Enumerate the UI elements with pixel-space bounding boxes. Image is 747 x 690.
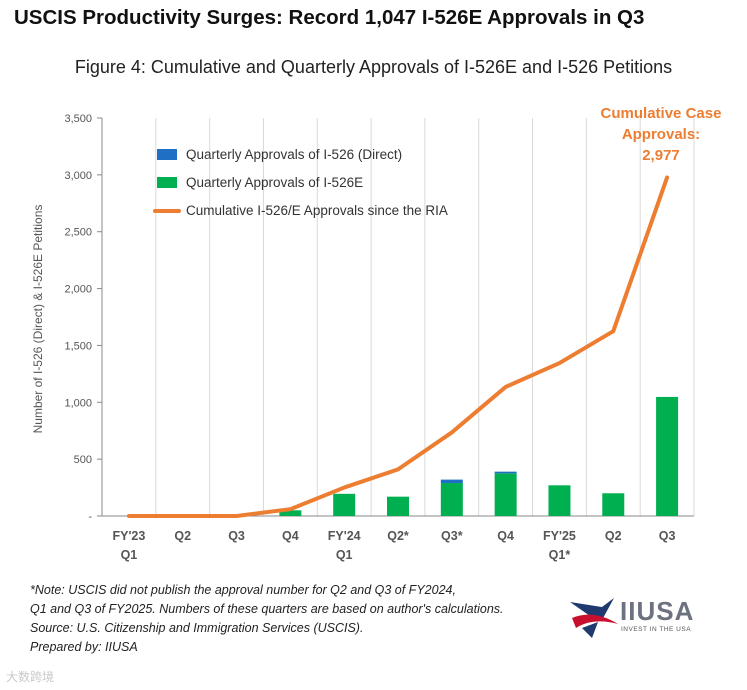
cumulative-annotation-line: Cumulative Case xyxy=(601,105,722,122)
prepared-by-line: Prepared by: IIUSA xyxy=(30,640,138,654)
legend-label-direct: Quarterly Approvals of I-526 (Direct) xyxy=(186,147,402,162)
x-tick-label: Q2 xyxy=(605,529,622,543)
bar-i526-direct xyxy=(494,471,517,474)
y-tick-label: 1,500 xyxy=(64,340,92,352)
y-tick-label: 2,000 xyxy=(64,284,92,296)
x-tick-label: Q4 xyxy=(282,529,299,543)
x-tick-label: Q4 xyxy=(497,529,514,543)
headline: USCIS Productivity Surges: Record 1,047 … xyxy=(14,6,645,29)
source-line: Source: U.S. Citizenship and Immigration… xyxy=(30,621,364,635)
bar-i526e xyxy=(548,485,571,516)
x-tick-label: Q2 xyxy=(174,529,191,543)
bar-i526e xyxy=(333,493,356,516)
y-axis-title: Number of I-526 (Direct) & I-526E Petiti… xyxy=(31,205,45,434)
x-tick-label: FY'24 xyxy=(328,529,361,543)
logo-text: IIUSA xyxy=(620,596,695,626)
x-tick-label: Q3 xyxy=(228,529,245,543)
y-tick-label: 3,500 xyxy=(64,113,92,125)
chart: - 500 1,000 1,500 2,000 2,500 3,000 3,500 Number… xyxy=(31,105,722,562)
watermark: 大数跨境 xyxy=(6,670,55,684)
y-tick-label: 2,500 xyxy=(64,227,92,239)
bar-i526e xyxy=(602,493,625,516)
bar-i526-direct xyxy=(440,479,463,484)
x-tick-label: Q1 xyxy=(121,548,138,562)
x-tick-label: Q1 xyxy=(336,548,353,562)
x-tick-label: Q3* xyxy=(441,529,463,543)
x-tick-label: FY'25 xyxy=(543,529,576,543)
cumulative-annotation-line: 2,977 xyxy=(642,147,680,164)
x-tick-label: FY'23 xyxy=(112,529,145,543)
y-tick-label: 1,000 xyxy=(64,397,92,409)
bar-i526e xyxy=(279,510,302,516)
legend-label-cumulative: Cumulative I-526/E Approvals since the R… xyxy=(186,203,448,218)
x-tick-label: Q2* xyxy=(387,529,409,543)
footnote: *Note: USCIS did not publish the approva… xyxy=(30,581,590,657)
figure-title: Figure 4: Cumulative and Quarterly Appro… xyxy=(74,57,673,77)
bar-i526e xyxy=(387,496,409,516)
bar-i526e xyxy=(656,396,679,516)
y-tick-label: - xyxy=(88,511,92,523)
iiusa-logo: IIUSA INVEST IN THE USA xyxy=(568,594,728,640)
note-line-1: *Note: USCIS did not publish the approva… xyxy=(30,583,456,597)
bar-i526e xyxy=(440,483,463,516)
x-tick-label: Q1* xyxy=(549,548,571,562)
x-tick-label: Q3 xyxy=(659,529,676,543)
legend-swatch-i526e xyxy=(157,177,177,188)
legend-swatch-direct xyxy=(157,149,177,160)
cumulative-annotation-line: Approvals: xyxy=(622,126,700,143)
legend-label-i526e: Quarterly Approvals of I-526E xyxy=(186,175,363,190)
y-tick-label: 500 xyxy=(74,454,92,466)
bar-i526e xyxy=(494,473,517,516)
y-tick-label: 3,000 xyxy=(64,170,92,182)
logo-tagline: INVEST IN THE USA xyxy=(621,626,692,633)
star-swoosh-icon xyxy=(570,598,618,638)
note-line-2: Q1 and Q3 of FY2025. Numbers of these qu… xyxy=(30,602,504,616)
